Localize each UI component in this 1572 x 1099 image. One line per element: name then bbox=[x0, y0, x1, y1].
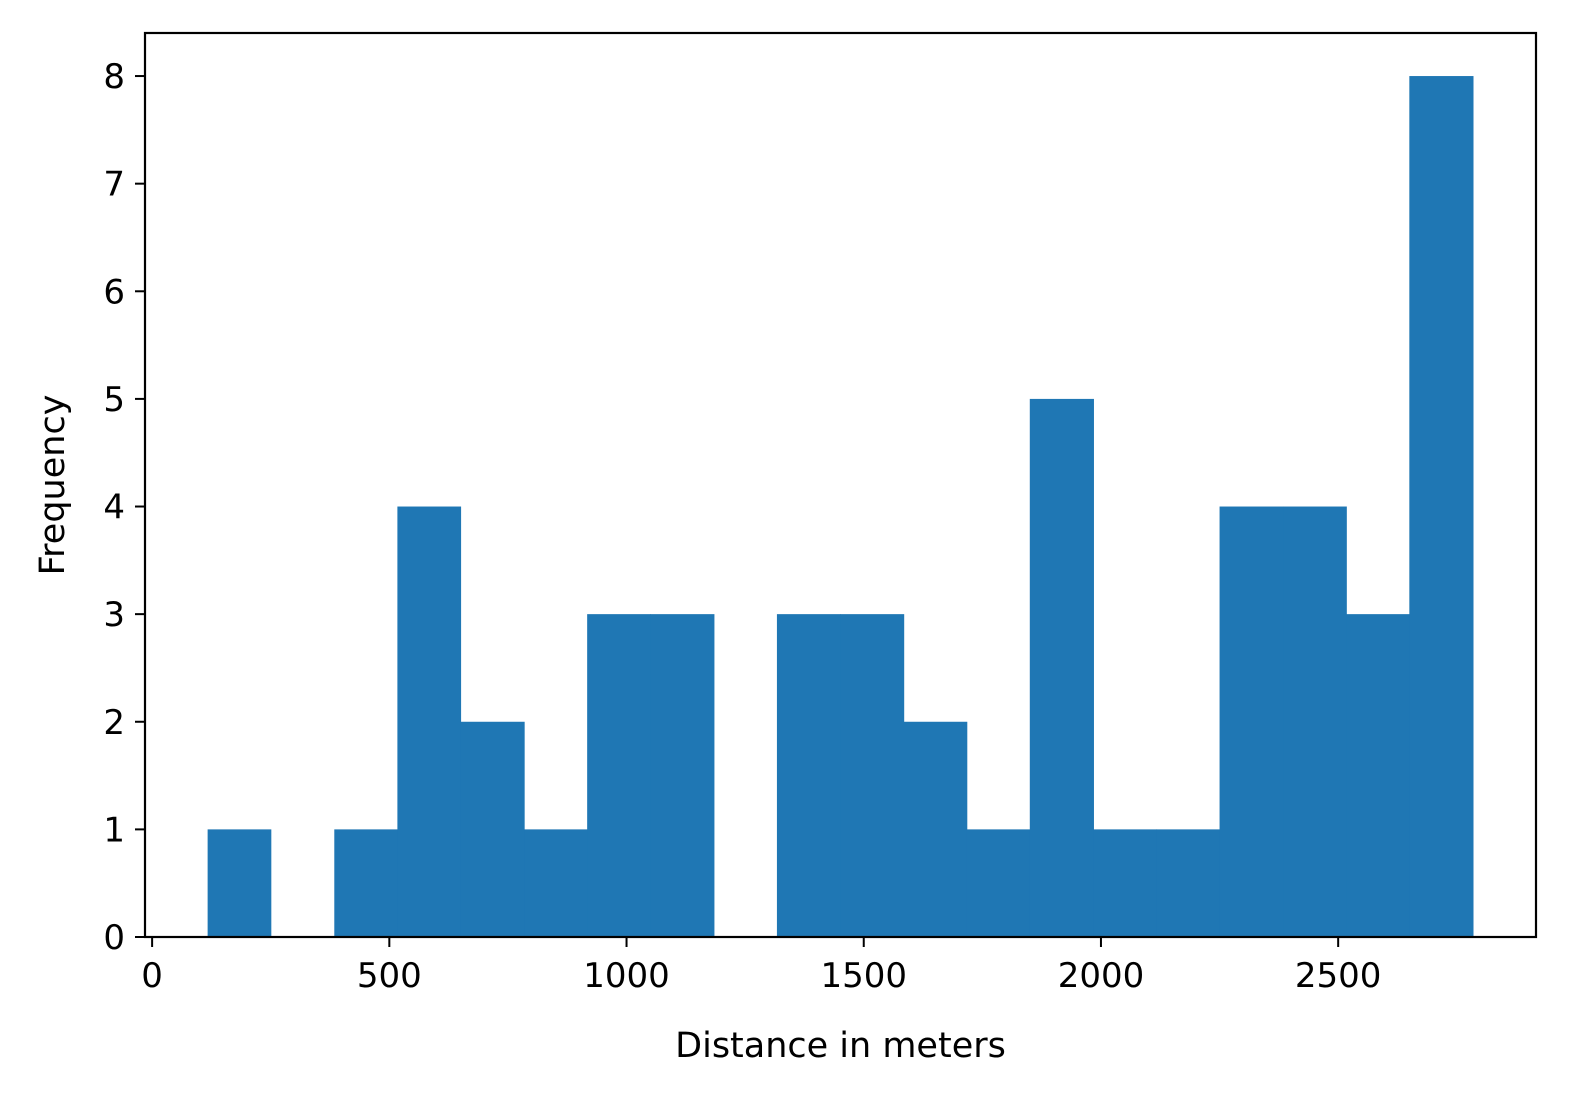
histogram-bar bbox=[966, 829, 1031, 937]
x-tick-label: 1500 bbox=[820, 956, 907, 996]
histogram-bar bbox=[1156, 829, 1221, 937]
histogram-bar bbox=[776, 614, 841, 937]
histogram-bar bbox=[903, 721, 968, 937]
y-tick-label: 8 bbox=[103, 57, 125, 97]
x-tick-label: 2500 bbox=[1295, 956, 1382, 996]
histogram-bar bbox=[1029, 398, 1094, 937]
y-tick-label: 1 bbox=[103, 810, 125, 850]
histogram-bar bbox=[587, 614, 651, 937]
histogram-bar bbox=[397, 506, 462, 937]
y-tick-label: 2 bbox=[103, 703, 125, 743]
y-tick-label: 6 bbox=[103, 272, 125, 312]
x-tick-label: 0 bbox=[141, 956, 163, 996]
y-axis: 0 1 2 3 4 5 6 7 8 bbox=[103, 57, 145, 958]
x-tick-label: 2000 bbox=[1058, 956, 1145, 996]
histogram-bar bbox=[840, 614, 905, 937]
y-tick-label: 3 bbox=[103, 595, 125, 635]
histogram-bar bbox=[1409, 76, 1474, 938]
y-tick-label: 7 bbox=[103, 165, 125, 205]
histogram-bar bbox=[1219, 506, 1284, 937]
y-tick-label: 4 bbox=[103, 488, 125, 528]
y-tick-label: 0 bbox=[103, 918, 125, 958]
histogram-bar bbox=[1093, 829, 1158, 937]
x-axis-label: Distance in meters bbox=[675, 1026, 1006, 1066]
histogram-bar bbox=[460, 721, 525, 937]
histogram-bar bbox=[524, 829, 588, 937]
y-axis-label: Frequency bbox=[33, 395, 73, 576]
histogram-bar bbox=[334, 829, 398, 937]
plot-frame bbox=[143, 31, 1538, 939]
histogram-bar bbox=[207, 829, 272, 937]
x-tick-label: 500 bbox=[357, 956, 422, 996]
x-axis: 0 500 1000 1500 2000 2500 bbox=[141, 937, 1381, 996]
bars-group bbox=[207, 76, 1474, 938]
y-tick-label: 5 bbox=[103, 380, 125, 420]
x-tick-label: 1000 bbox=[583, 956, 670, 996]
histogram-bar bbox=[650, 614, 715, 937]
histogram-bar bbox=[1283, 506, 1347, 937]
histogram-bar bbox=[1346, 614, 1410, 937]
